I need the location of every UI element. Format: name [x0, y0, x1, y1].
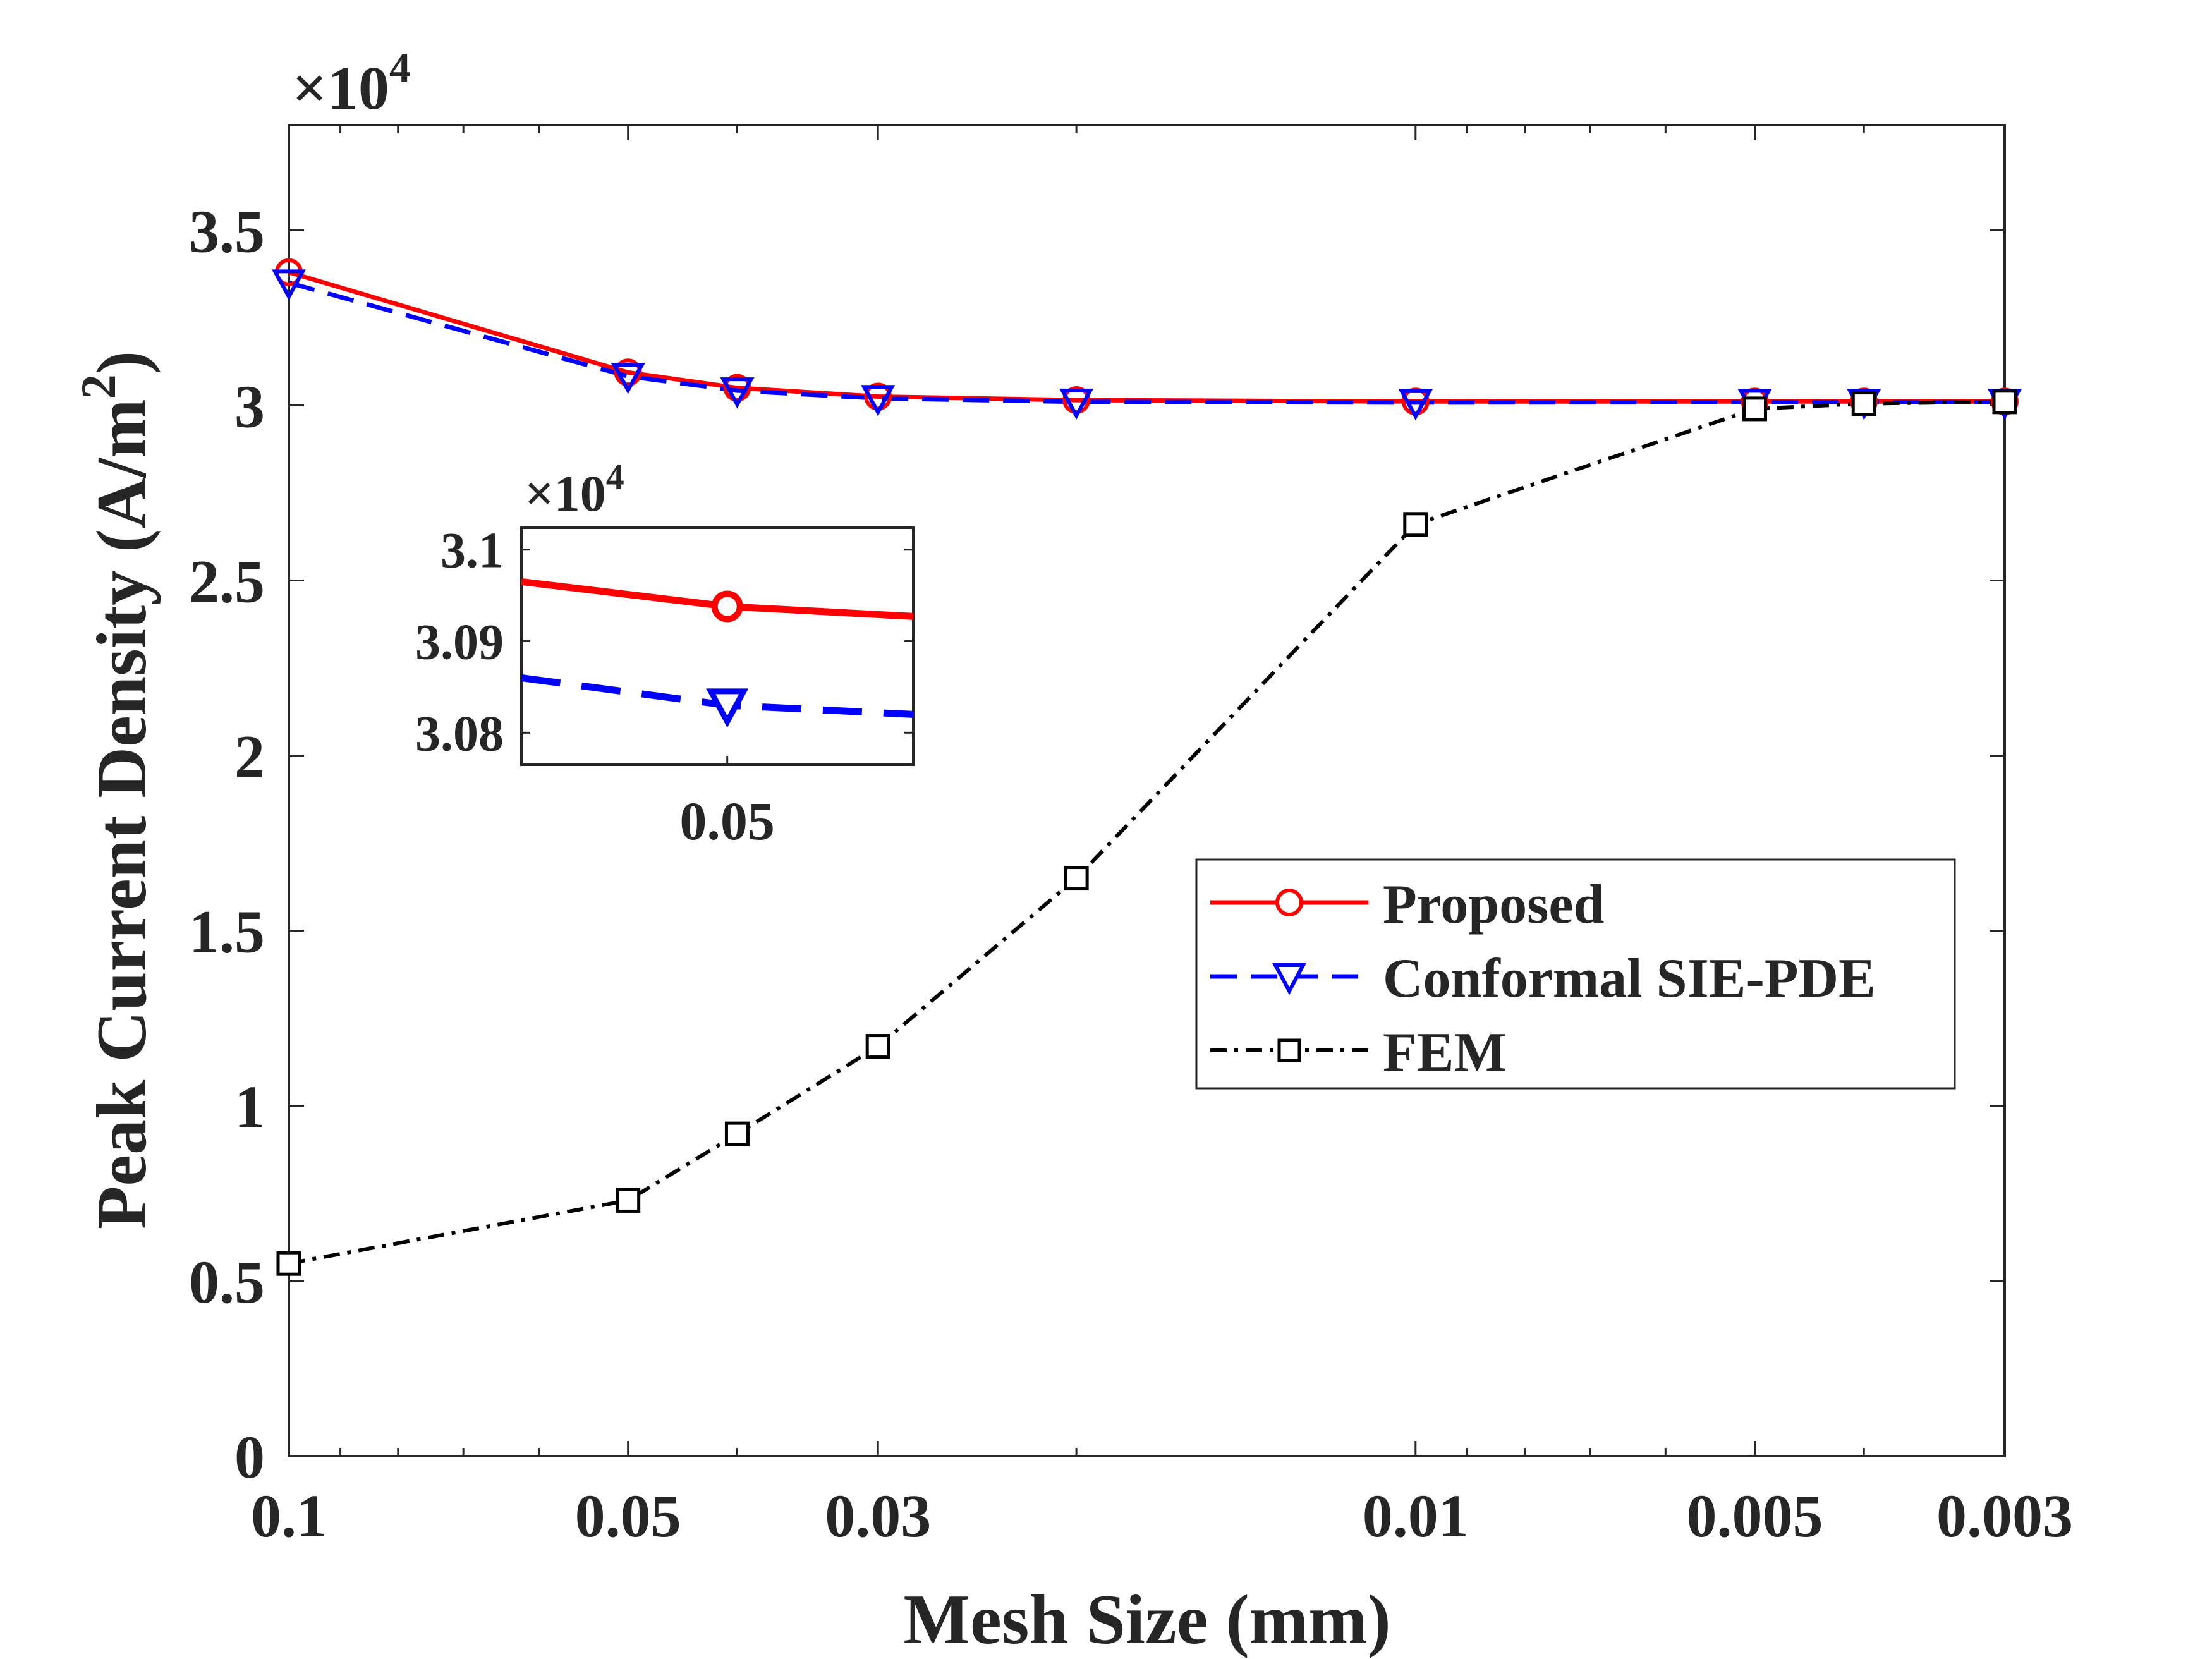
- main-series: [271, 258, 2022, 1276]
- legend-label-proposed: Proposed: [1383, 874, 1604, 935]
- x-axis-label: Mesh Size (mm): [903, 1581, 1390, 1659]
- y-tick-label: 0: [234, 1423, 265, 1491]
- point-square: [1064, 866, 1089, 891]
- point-square: [616, 1188, 641, 1213]
- point-triangle: [1398, 389, 1433, 421]
- legend-marker-fem: [1277, 1038, 1301, 1062]
- y-axis-label: Peak Current Density (A/m2): [71, 351, 161, 1229]
- x-tick-label: 0.003: [1936, 1482, 2073, 1550]
- y-tick-label: 2.5: [189, 547, 265, 615]
- series-line-triangle-down: [288, 281, 2005, 405]
- inset-point-triangle: [706, 688, 749, 728]
- inset-point-circle: [711, 590, 743, 623]
- legend: Proposed Conformal SIE-PDE FEM: [1195, 858, 1956, 1090]
- point-square: [276, 1251, 301, 1276]
- inset-series: [521, 578, 914, 728]
- point-square: [1992, 389, 2017, 415]
- inset-y-tick-label: 3.08: [415, 706, 504, 762]
- x-tick-label: 0.005: [1686, 1482, 1823, 1550]
- x-tick-label: 0.03: [825, 1482, 931, 1550]
- x-tick-label: 0.05: [575, 1482, 681, 1550]
- y-tick-label: 3: [234, 372, 265, 440]
- y-tick-label: 2: [234, 723, 265, 791]
- point-square: [865, 1034, 890, 1059]
- inset-ticks: 3.08 3.09 3.1 0.05: [415, 523, 913, 851]
- point-triangle: [271, 269, 307, 301]
- point-square: [1851, 391, 1876, 416]
- point-square: [724, 1121, 750, 1146]
- point-circle: [723, 374, 751, 402]
- point-triangle: [611, 363, 645, 394]
- inset-plot: 3.08 3.09 3.1 0.05 ×104: [415, 456, 915, 851]
- point-triangle: [1059, 388, 1094, 420]
- x-tick-label: 0.1: [251, 1482, 327, 1550]
- main-ticks: 0.1 0.05 0.03 0.01 0.005 0.003 0 0.5 1 1.5 2 2.5 3 3.…: [189, 125, 2073, 1550]
- x-tick-label: 0.01: [1363, 1482, 1469, 1550]
- inset-y-tick-label: 3.1: [441, 523, 504, 579]
- inset-y-multiplier: ×104: [525, 456, 624, 522]
- y-tick-label: 1: [234, 1073, 265, 1141]
- point-square: [1403, 512, 1428, 537]
- point-triangle: [861, 385, 896, 416]
- inset-x-tick-label: 0.05: [679, 791, 775, 851]
- inset-y-tick-label: 3.09: [415, 615, 504, 671]
- point-square: [1742, 396, 1767, 422]
- legend-label-fem: FEM: [1383, 1022, 1507, 1083]
- y-tick-label: 3.5: [189, 197, 265, 265]
- y-multiplier: ×104: [292, 44, 411, 123]
- axes-box: [288, 124, 2006, 1457]
- legend-marker-conformal: [1272, 963, 1307, 995]
- legend-label-conformal: Conformal SIE-PDE: [1383, 948, 1876, 1009]
- point-circle: [614, 358, 642, 387]
- y-tick-label: 1.5: [189, 898, 265, 966]
- legend-marker-proposed: [1275, 889, 1303, 916]
- y-tick-label: 0.5: [189, 1248, 265, 1316]
- point-triangle: [720, 377, 755, 409]
- inset-axes-box: [520, 526, 915, 766]
